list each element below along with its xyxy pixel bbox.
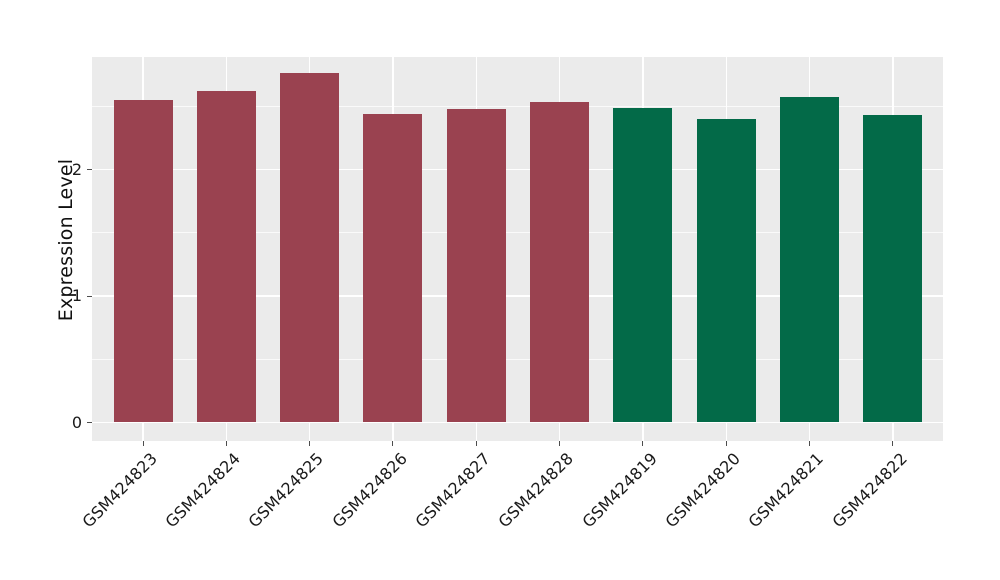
x-tick-label: GSM424819 xyxy=(578,449,661,532)
y-tick-label: 2 xyxy=(71,159,82,179)
x-tick-label: GSM424823 xyxy=(78,449,161,532)
x-tick-mark xyxy=(142,441,144,446)
minor-gridline xyxy=(92,358,943,360)
x-tick-label: GSM424827 xyxy=(411,449,494,532)
minor-gridline xyxy=(92,232,943,234)
x-tick-label: GSM424820 xyxy=(661,449,744,532)
x-tick-label: GSM424826 xyxy=(328,449,411,532)
x-tick-label: GSM424821 xyxy=(744,449,828,532)
plot-area: 0 1 2 GSM424823 GSM424824 GSM424825 GSM424826 G… xyxy=(72,57,943,531)
bar-GSM424827 xyxy=(446,108,506,423)
y-tick-label: 0 xyxy=(71,412,82,432)
x-tick-mark xyxy=(559,441,561,446)
x-tick-mark xyxy=(475,441,477,446)
bar-GSM424826 xyxy=(363,113,423,423)
x-tick-mark xyxy=(892,441,894,446)
major-gridline xyxy=(92,168,943,171)
minor-gridline xyxy=(92,105,943,107)
bar-GSM424822 xyxy=(863,115,923,423)
bar-GSM424819 xyxy=(613,107,673,423)
bar-GSM424823 xyxy=(113,99,173,423)
x-tick-label: GSM424822 xyxy=(828,449,911,532)
bar-GSM424824 xyxy=(196,91,256,423)
x-tick-mark xyxy=(392,441,394,446)
x-tick-mark xyxy=(725,441,727,446)
bar-GSM424828 xyxy=(530,102,590,423)
bar-GSM424820 xyxy=(696,118,756,423)
x-tick-label: GSM424824 xyxy=(161,449,244,532)
x-tick-mark xyxy=(809,441,811,446)
x-tick-mark xyxy=(642,441,644,446)
y-tick-label: 1 xyxy=(71,286,82,305)
x-tick-label: GSM424825 xyxy=(244,449,328,532)
bar-GSM424821 xyxy=(780,97,840,423)
y-tick-mark xyxy=(87,169,92,170)
x-tick-mark xyxy=(309,441,311,446)
major-gridline xyxy=(92,421,943,424)
bar-GSM424825 xyxy=(280,73,340,423)
x-tick-mark xyxy=(225,441,227,446)
x-tick-label: GSM424828 xyxy=(494,449,578,532)
y-tick-mark xyxy=(87,422,92,423)
y-tick-mark xyxy=(87,295,92,297)
major-gridline xyxy=(92,295,943,297)
